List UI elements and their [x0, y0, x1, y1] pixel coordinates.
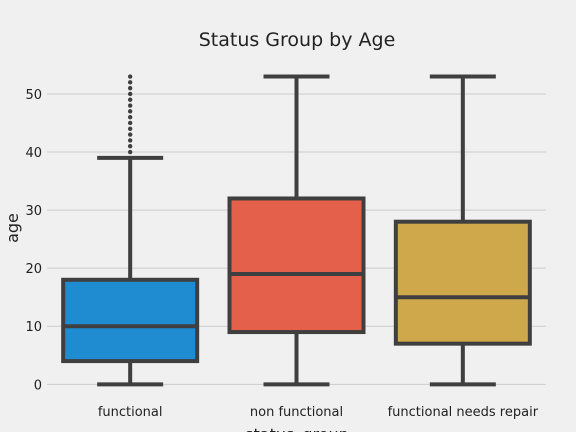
x-tick-label: functional — [98, 405, 163, 420]
x-axis-label: status_group — [245, 425, 349, 432]
box-layer — [61, 74, 532, 387]
outlier-point — [127, 138, 133, 143]
outlier-point — [127, 97, 133, 102]
outlier-point — [127, 91, 133, 97]
y-axis-label: age — [3, 213, 22, 243]
y-tick-label: 10 — [25, 320, 42, 335]
outlier-point — [127, 85, 133, 91]
chart-title: Status Group by Age — [199, 29, 396, 51]
x-tick-label: non functional — [250, 405, 343, 420]
y-tick-label: 40 — [25, 146, 42, 161]
box-body — [227, 196, 366, 335]
outlier-point — [127, 80, 133, 85]
tick-layer: 0 10 20 30 40 50 functional non functional funct… — [25, 88, 538, 420]
box-2 — [393, 74, 532, 387]
box-body — [393, 219, 532, 346]
y-tick-label: 50 — [25, 88, 42, 103]
outlier-point — [127, 114, 133, 120]
outlier-point — [127, 103, 133, 108]
outlier-point — [127, 132, 133, 137]
outlier-point — [127, 120, 133, 126]
y-tick-label: 0 — [34, 378, 42, 393]
outlier-point — [127, 109, 133, 114]
box-0 — [61, 74, 200, 387]
y-tick-label: 20 — [25, 262, 42, 277]
box-1 — [227, 74, 366, 387]
outlier-point — [127, 149, 133, 155]
y-tick-label: 30 — [25, 204, 42, 219]
outlier-point — [127, 126, 133, 131]
outlier-point — [127, 144, 133, 149]
x-tick-label: functional needs repair — [388, 405, 539, 420]
box-body — [61, 277, 200, 364]
outlier-point — [127, 74, 133, 79]
